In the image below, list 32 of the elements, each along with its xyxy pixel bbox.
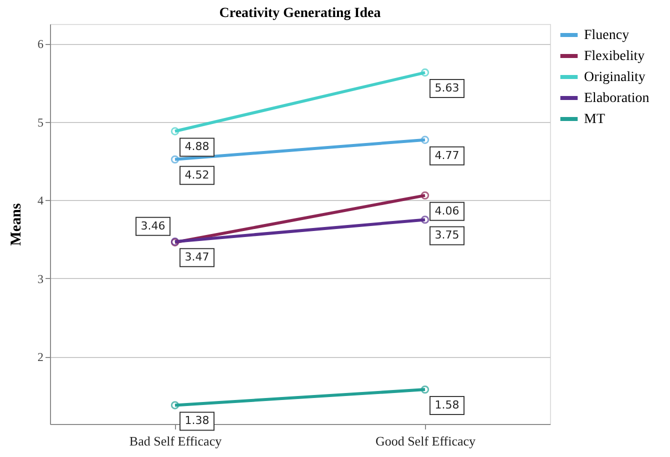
data-label: 4.88 (184, 140, 210, 154)
x-tick-label: Good Self Efficacy (375, 434, 476, 448)
legend-label: Flexibelity (584, 49, 645, 64)
legend-label: Elaboration (584, 91, 650, 106)
point (420, 216, 430, 224)
x-tick-label: Bad Self Efficacy (129, 434, 222, 448)
data-label: 3.47 (184, 250, 210, 264)
chart-title: Creativity Generating Idea (219, 6, 381, 21)
point (420, 68, 430, 77)
data-label: 3.46 (140, 219, 166, 232)
data-label: 1.38 (184, 414, 210, 428)
y-tick-label: 6 (38, 37, 44, 52)
y-tick-label: 2 (38, 350, 44, 364)
data-label: 4.06 (434, 204, 460, 218)
legend-label: Originality (584, 70, 646, 85)
legend-label: Fluency (584, 28, 630, 43)
point (420, 136, 430, 144)
legend-label: MT (584, 112, 606, 127)
point (170, 127, 180, 136)
data-label: 5.63 (434, 82, 460, 95)
data-label: 3.75 (434, 228, 460, 242)
point (170, 401, 180, 410)
y-tick-label: 3 (38, 272, 44, 286)
data-label: 4.77 (434, 148, 460, 162)
point (420, 191, 430, 200)
y-axis-title: Means (8, 203, 24, 246)
y-tick-label: 5 (38, 115, 44, 130)
point (170, 155, 180, 164)
data-label: 1.58 (434, 398, 460, 412)
point (420, 385, 430, 394)
data-label: 4.52 (184, 168, 210, 182)
y-tick-label: 4 (38, 194, 44, 208)
